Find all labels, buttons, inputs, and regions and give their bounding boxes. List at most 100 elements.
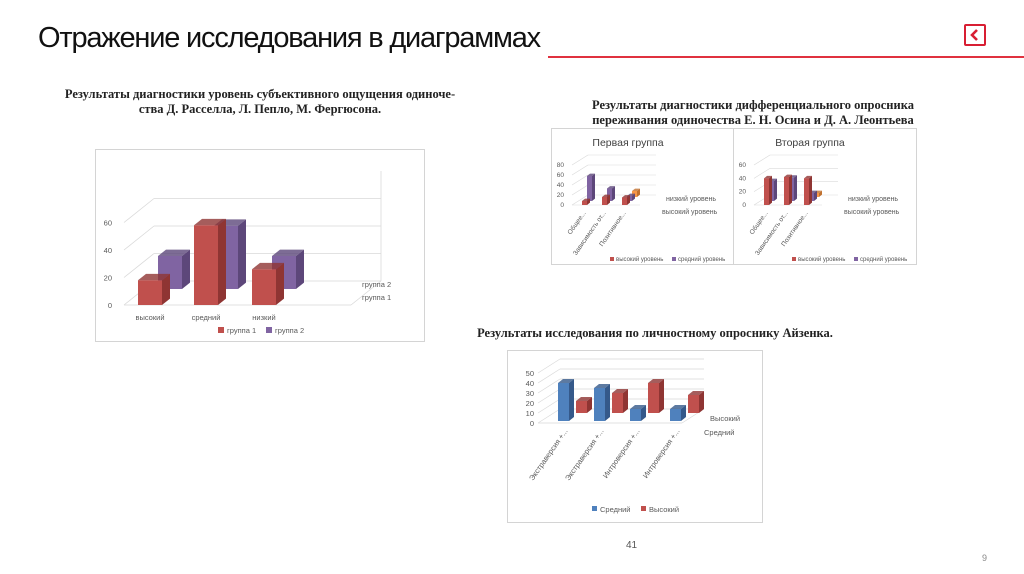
- legend-swatch-group1: [218, 327, 224, 333]
- bar-s0-0: [582, 198, 590, 205]
- grid-depth-line: [123, 225, 155, 251]
- grid-depth-line: [571, 154, 589, 166]
- depth-label: низкий уровень: [848, 195, 898, 203]
- y-tick-label: 0: [742, 202, 746, 209]
- caption-russell: Результаты диагностики уровень субъектив…: [40, 87, 480, 117]
- bar-medium-0: [558, 379, 574, 421]
- legend-swatch-high: [610, 257, 614, 261]
- caption-russell-line2: ства Д. Расселла, Л. Пепло, М. Фергюсона…: [138, 102, 382, 116]
- depth-label: высокий уровень: [844, 208, 900, 216]
- y-tick-label: 0: [530, 419, 534, 428]
- y-tick-label: 60: [557, 172, 565, 179]
- bar-s0-1: [784, 174, 792, 205]
- y-tick-label: 0: [108, 301, 112, 310]
- depth-label: группа 1: [362, 293, 391, 302]
- bar-high-3: [688, 391, 704, 413]
- bar-s1-0: [587, 173, 595, 201]
- depth-label: высокий уровень: [662, 208, 718, 216]
- y-tick-label: 40: [104, 246, 112, 255]
- bar-high-2: [648, 379, 664, 413]
- legend-label-medium: Средний: [600, 505, 631, 514]
- y-tick-label: 60: [104, 219, 112, 228]
- y-tick-label: 20: [104, 274, 112, 283]
- x-category-label: средний: [192, 313, 221, 322]
- y-tick-label: 40: [739, 175, 747, 182]
- grid-depth-line: [537, 408, 561, 424]
- legend-label-medium: средний уровень: [678, 256, 725, 263]
- chart-title: Первая группа: [592, 137, 663, 149]
- grid-depth-line: [571, 194, 589, 206]
- x-category-label: Общее...: [748, 209, 770, 236]
- grid-depth-line: [537, 368, 561, 384]
- legend-label-medium: средний уровень: [860, 256, 907, 263]
- depth-label: группа 2: [362, 280, 391, 289]
- slide-title: Отражение исследования в диаграммах: [38, 22, 541, 54]
- bar-s0-2: [804, 175, 812, 205]
- grid-depth-line: [123, 198, 155, 223]
- bar-s0-0: [764, 175, 772, 205]
- legend-label-group1: группа 1: [227, 326, 256, 335]
- bar-s0-1: [602, 194, 610, 205]
- chart-eysenck: 0 10 20 30 40 50 Экстраверсия +... Экстраверсия…: [507, 350, 763, 523]
- page-center-number: 41: [626, 540, 638, 551]
- x-category-label: Экстраверсия +...: [527, 427, 570, 482]
- x-category-label: Общее...: [566, 209, 588, 236]
- back-button[interactable]: [964, 24, 986, 46]
- bar-group1-1: [194, 218, 226, 305]
- grid-depth-line: [537, 398, 561, 414]
- chart-second-group: Вторая группа 0 20 40 60 Общее... Зависимость …: [733, 128, 917, 265]
- bar-group1-0: [138, 273, 170, 305]
- x-category-label: Интроверсия +...: [601, 427, 642, 480]
- bar-high-0: [576, 397, 592, 413]
- chart-title: Вторая группа: [775, 137, 845, 149]
- y-tick-label: 40: [526, 379, 534, 388]
- chevron-left-icon: [970, 29, 978, 41]
- y-tick-label: 10: [526, 409, 534, 418]
- x-category-label: Интроверсия +...: [641, 427, 682, 480]
- legend-label-group2: группа 2: [275, 326, 304, 335]
- chart-second-group-svg: Вторая группа0204060Общее...Зависимость …: [739, 137, 907, 263]
- chart-russell: 0 20 40 60 высокий средний низкий группа 2 групп…: [95, 149, 425, 342]
- depth-label: Средний: [704, 428, 735, 437]
- y-tick-label: 50: [526, 369, 534, 378]
- y-tick-label: 0: [560, 202, 564, 209]
- grid-depth-line: [537, 358, 561, 374]
- x-category-label: высокий: [135, 313, 164, 322]
- y-tick-label: 40: [557, 182, 565, 189]
- bar-medium-2: [630, 405, 646, 421]
- y-tick-label: 60: [739, 162, 747, 169]
- grid-depth-line: [537, 388, 561, 404]
- legend-swatch-medium: [854, 257, 858, 261]
- grid-depth-line: [571, 184, 589, 196]
- legend-label-high: высокий уровень: [798, 256, 845, 263]
- legend-swatch-medium: [592, 506, 597, 511]
- bar-medium-1: [594, 384, 610, 421]
- grid-depth-line: [753, 168, 771, 179]
- y-tick-label: 20: [557, 192, 565, 199]
- bar-s0-2: [622, 195, 630, 205]
- legend-label-high: высокий уровень: [616, 256, 663, 263]
- chart-first-group: Первая группа 0 20 40 60 80 Общее... Зависимост…: [551, 128, 733, 265]
- bar-medium-3: [670, 405, 686, 421]
- caption-osin-line2: переживания одиночества Е. Н. Осина и Д.…: [592, 113, 914, 127]
- y-tick-label: 30: [526, 389, 534, 398]
- title-underline: [548, 56, 1024, 58]
- legend-swatch-high: [641, 506, 646, 511]
- grid-depth-line: [123, 253, 155, 278]
- legend-swatch-medium: [672, 257, 676, 261]
- grid-depth-line: [753, 154, 771, 166]
- legend-label-high: Высокий: [649, 505, 679, 514]
- caption-russell-line1: Результаты диагностики уровень субъектив…: [64, 87, 456, 101]
- depth-label: низкий уровень: [666, 195, 716, 203]
- grid-depth-line: [537, 378, 561, 394]
- legend-swatch-group2: [266, 327, 272, 333]
- x-category-label: Экстраверсия +...: [563, 427, 606, 482]
- x-category-label: низкий: [252, 313, 275, 322]
- bar-group1-2: [252, 262, 284, 305]
- chart-first-group-svg: Первая группа020406080Общее...Зависимост…: [557, 137, 725, 263]
- bar-high-1: [612, 389, 628, 413]
- grid-depth-line: [571, 164, 589, 176]
- y-tick-label: 20: [526, 399, 534, 408]
